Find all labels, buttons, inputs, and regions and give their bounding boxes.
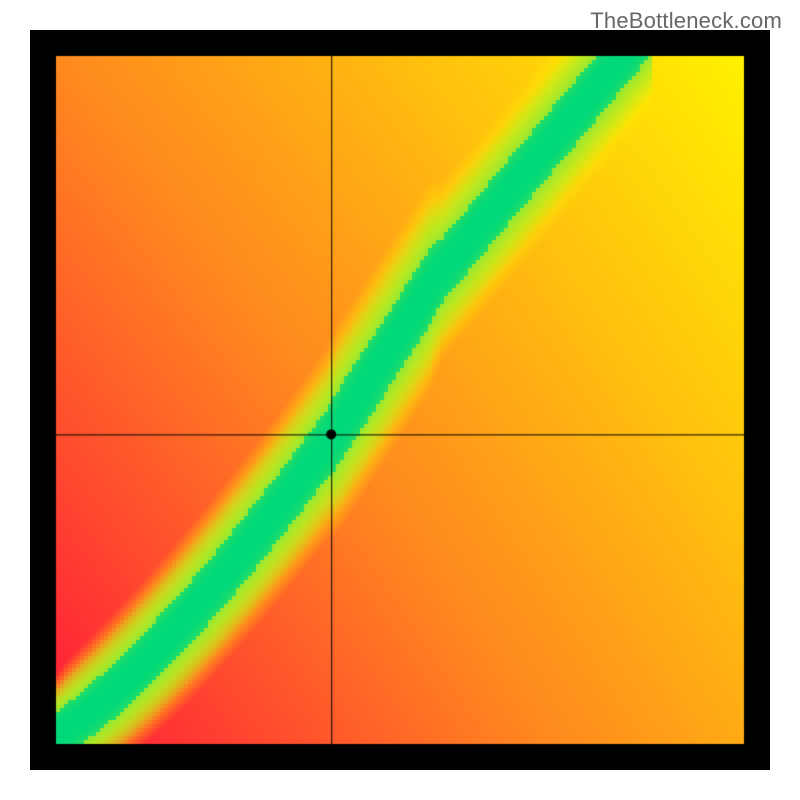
outer-container: TheBottleneck.com <box>0 0 800 800</box>
plot-black-border <box>30 30 770 770</box>
heatmap-canvas <box>30 30 770 770</box>
